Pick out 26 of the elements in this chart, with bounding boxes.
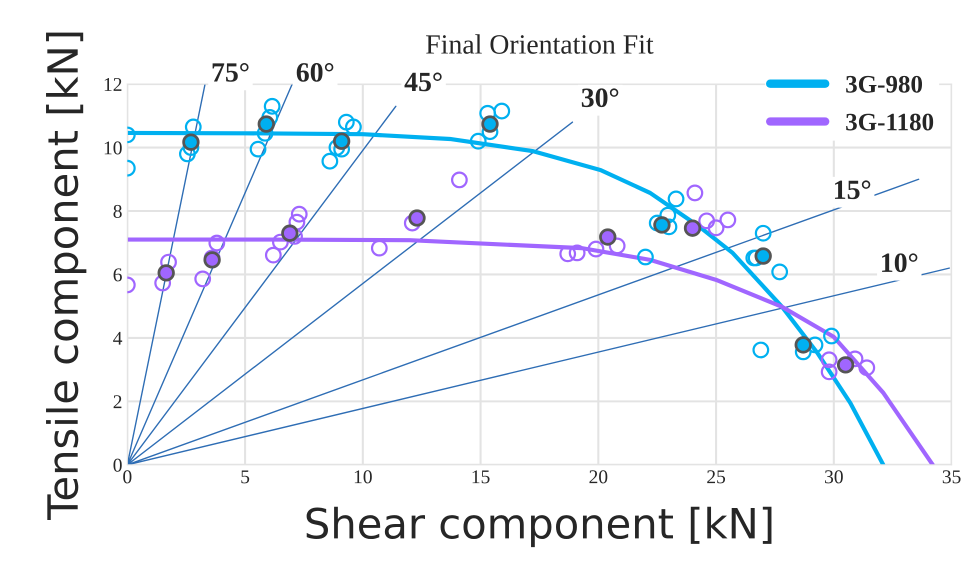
y-axis-title: Tensile component [kN] [46, 32, 86, 520]
annotation: 15° [834, 180, 870, 200]
annotation: 45° [404, 72, 442, 92]
x-tick-label: 0 [123, 470, 132, 484]
x-tick-label: 20 [589, 470, 608, 484]
y-tick-label: 10 [104, 141, 122, 154]
y-tick-label: 2 [114, 395, 122, 408]
x-tick-label: 15 [472, 470, 490, 484]
y-tick-label: 8 [113, 204, 122, 218]
legend-label: 3G-1180 [846, 114, 934, 131]
x-tick-label: 10 [354, 470, 372, 484]
y-tick-label: 0 [113, 458, 122, 472]
chart-title: Final Orientation Fit [426, 34, 654, 54]
y-tick-label: 12 [104, 78, 122, 91]
x-axis-title: Shear component [kN] [306, 506, 772, 548]
annotation: 10° [882, 253, 918, 272]
x-tick-label: 25 [707, 470, 726, 484]
annotation: 60° [296, 63, 334, 82]
x-tick-label: 30 [825, 470, 843, 484]
y-tick-label: 4 [113, 332, 122, 345]
legend-label: 3G-980 [846, 76, 922, 93]
annotation: 30° [582, 88, 618, 108]
x-tick-label: 35 [942, 470, 961, 484]
x-tick-label: 5 [241, 470, 250, 484]
y-tick-label: 6 [114, 268, 122, 282]
annotation: 75° [212, 63, 249, 82]
